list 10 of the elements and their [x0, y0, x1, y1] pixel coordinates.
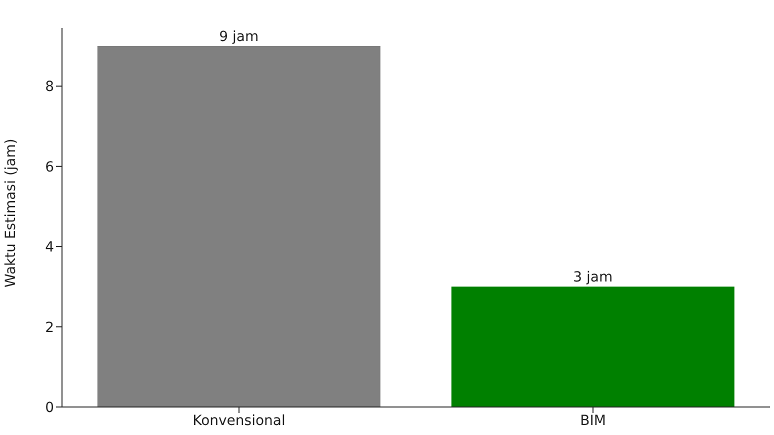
- x-tick-label: Konvensional: [192, 412, 286, 429]
- y-tick-label: 8: [45, 79, 54, 96]
- y-tick-label: 4: [45, 240, 54, 256]
- y-tick-label: 2: [45, 320, 54, 336]
- y-axis-title: Waktu Estimasi (jam): [2, 138, 19, 288]
- x-tick-label: BIM: [580, 412, 606, 429]
- y-tick-label: 6: [45, 159, 54, 176]
- data-label: 3 jam: [573, 270, 613, 286]
- y-tick-label: 0: [45, 400, 54, 416]
- data-label: 9 jam: [219, 29, 259, 46]
